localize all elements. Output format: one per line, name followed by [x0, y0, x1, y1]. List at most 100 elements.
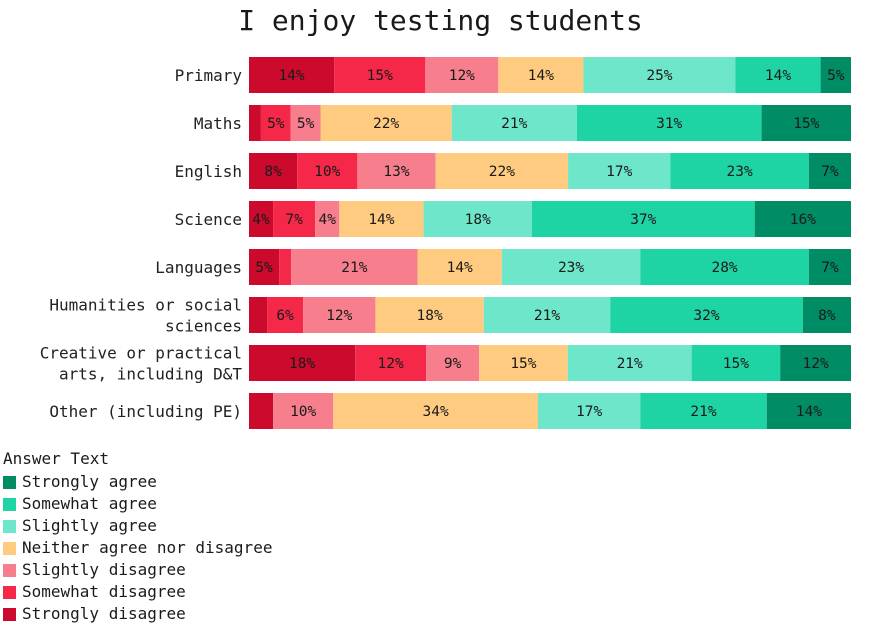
data-label: 4% — [319, 212, 337, 228]
legend-item: Somewhat disagree — [3, 581, 272, 603]
data-label: 15% — [367, 68, 393, 84]
data-label: 14% — [278, 68, 304, 84]
bar-row: 5% 5% 22% 21% 31% 15% — [249, 105, 851, 141]
bar-segment — [267, 297, 304, 333]
legend-label: Strongly agree — [22, 472, 157, 491]
bar-segment — [761, 105, 851, 141]
data-label: 14% — [368, 212, 394, 228]
data-label: 16% — [790, 212, 816, 228]
category-tick-label: Other (including PE) — [49, 402, 242, 421]
bar-segment — [766, 393, 851, 429]
data-label: 5% — [255, 260, 273, 276]
bar-segment — [479, 345, 568, 381]
data-label: 15% — [510, 356, 536, 372]
bar-segment — [417, 249, 502, 285]
bar-segment — [820, 57, 851, 93]
bar-segment — [249, 57, 335, 93]
bar-segment — [568, 153, 671, 189]
data-label: 17% — [606, 164, 632, 180]
legend-swatch — [3, 519, 16, 533]
data-label: 5% — [297, 116, 315, 132]
bar-area: 14% 15% 12% 14% 25% 14% 5% 5% 5% 22% 21% 31% 15% 8% 10… — [249, 57, 851, 429]
data-label: 14% — [528, 68, 554, 84]
data-label: 10% — [314, 164, 340, 180]
data-label: 21% — [501, 116, 527, 132]
bar-segment — [425, 57, 499, 93]
data-label: 12% — [802, 356, 828, 372]
data-label: 7% — [285, 212, 303, 228]
data-label: 31% — [656, 116, 682, 132]
data-label: 12% — [378, 356, 404, 372]
bar-segment — [249, 105, 261, 141]
bar-segment — [357, 153, 436, 189]
legend-item: Slightly disagree — [3, 559, 272, 581]
category-tick-label: English — [175, 162, 242, 181]
data-label: 23% — [558, 260, 584, 276]
bar-segment — [260, 105, 291, 141]
data-label: 34% — [423, 404, 449, 420]
bar-segment — [640, 249, 809, 285]
data-label: 8% — [264, 164, 282, 180]
data-label: 18% — [289, 356, 315, 372]
data-label: 7% — [821, 164, 839, 180]
bar-segment — [802, 297, 851, 333]
data-label: 21% — [341, 260, 367, 276]
bar-segment — [249, 345, 356, 381]
bar-segment — [279, 249, 292, 285]
legend: Answer Text Strongly agree Somewhat agree… — [3, 449, 272, 625]
legend-label: Slightly agree — [22, 516, 157, 535]
data-label: 18% — [416, 308, 442, 324]
data-label: 14% — [447, 260, 473, 276]
legend-item: Slightly agree — [3, 515, 272, 537]
category-tick-label: Science — [175, 210, 242, 229]
bar-segment — [423, 201, 532, 237]
bar-row: 18% 12% 9% 15% 21% 15% 12% — [249, 345, 851, 381]
data-label: 10% — [290, 404, 316, 420]
category-tick-label: Creative or practical arts, including D&T — [40, 344, 243, 384]
data-label: 4% — [252, 212, 270, 228]
bar-segment — [808, 249, 851, 285]
legend-swatch — [3, 563, 16, 577]
data-label: 37% — [630, 212, 656, 228]
data-label: 22% — [373, 116, 399, 132]
data-label: 18% — [465, 212, 491, 228]
data-label: 9% — [444, 356, 462, 372]
data-label: 7% — [821, 260, 839, 276]
bar-segment — [249, 201, 274, 237]
bar-segment — [375, 297, 484, 333]
bar-segment — [808, 153, 851, 189]
legend-swatch — [3, 541, 16, 555]
bar-segment — [531, 201, 755, 237]
bar-segment — [451, 105, 577, 141]
bar-segment — [576, 105, 762, 141]
bar-segment — [583, 57, 736, 93]
bar-segment — [249, 393, 274, 429]
bar-row: 10% 34% 17% 21% 14% — [249, 393, 851, 429]
bar-segment — [501, 249, 641, 285]
bar-segment — [291, 249, 418, 285]
bar-segment — [290, 105, 321, 141]
bar-segment — [315, 201, 340, 237]
bar-segment — [640, 393, 767, 429]
legend-swatch — [3, 497, 16, 511]
category-tick-label: Maths — [194, 114, 242, 133]
data-label: 17% — [576, 404, 602, 420]
data-label: 5% — [827, 68, 845, 84]
data-label: 15% — [723, 356, 749, 372]
data-label: 25% — [646, 68, 672, 84]
data-label: 23% — [727, 164, 753, 180]
category-tick-label: Humanities or social sciences — [49, 296, 242, 336]
data-label: 32% — [693, 308, 719, 324]
legend-label: Somewhat agree — [22, 494, 157, 513]
bar-segment — [334, 57, 426, 93]
bar-segment — [537, 393, 641, 429]
bar-segment — [273, 393, 334, 429]
legend-item: Neither agree nor disagree — [3, 537, 272, 559]
legend-item: Somewhat agree — [3, 493, 272, 515]
bar-segment — [249, 153, 298, 189]
data-label: 28% — [711, 260, 737, 276]
bar-row: 6% 12% 18% 21% 32% 8% — [249, 297, 851, 333]
data-label: 21% — [617, 356, 643, 372]
